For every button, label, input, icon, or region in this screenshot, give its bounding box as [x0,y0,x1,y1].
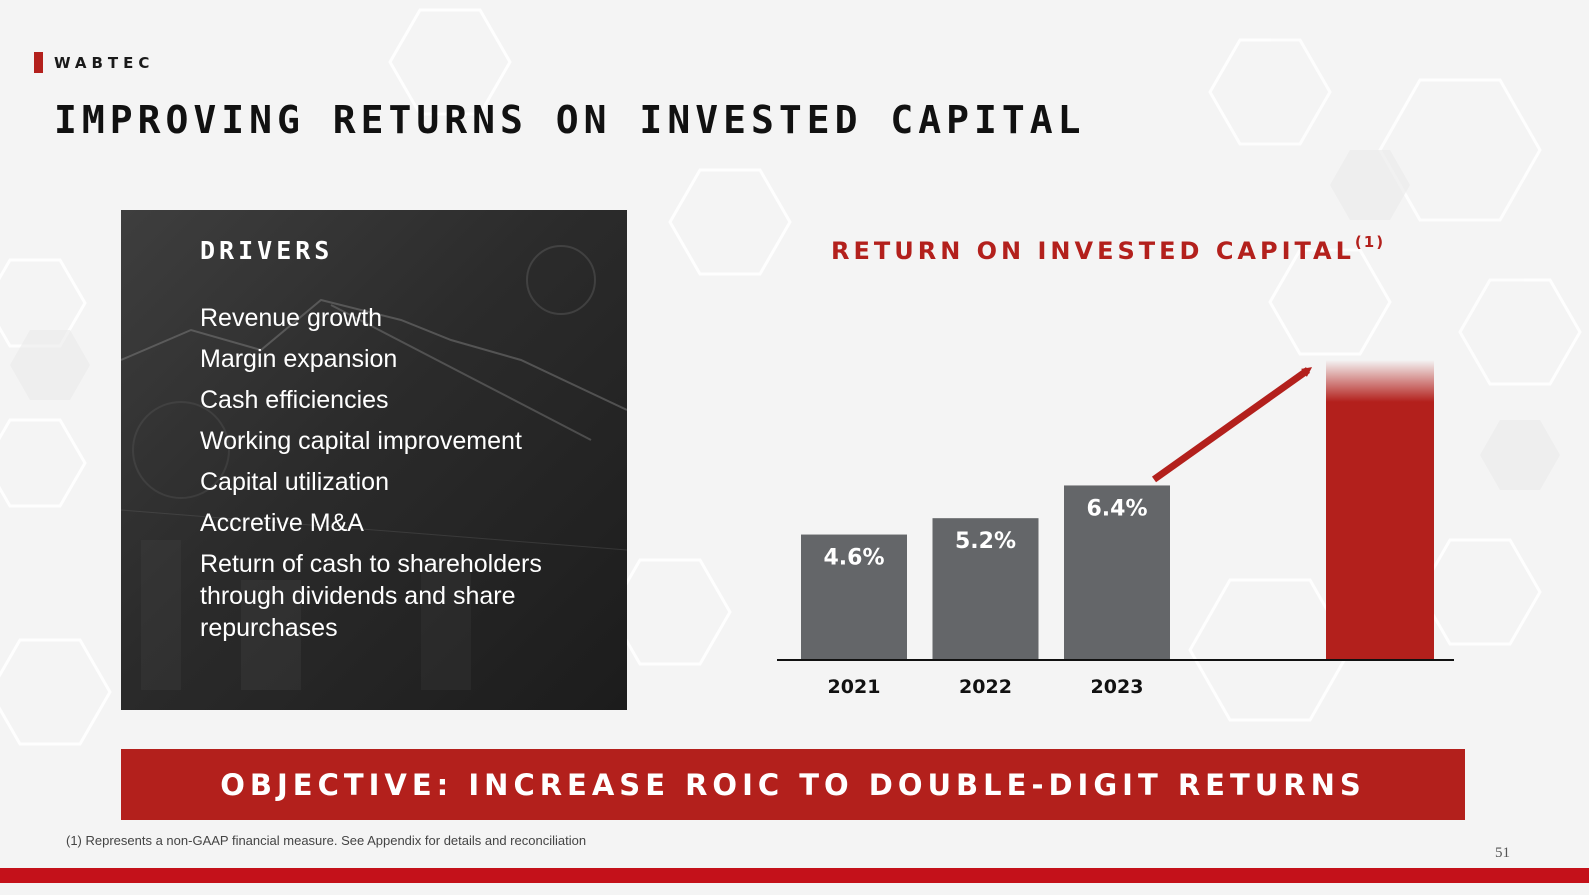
drivers-list: Revenue growth Margin expansion Cash eff… [200,302,600,653]
category-label: 2022 [959,676,1012,698]
driver-item: Capital utilization [200,468,389,496]
bottom-stripe [0,868,1589,883]
driver-item: Return of cash to shareholders through d… [200,550,542,642]
chart-title-footnote-marker: (1) [1354,233,1386,251]
bar-2021 [801,534,907,660]
page-number: 51 [1495,845,1510,861]
trend-arrow [1151,367,1313,483]
driver-item: Cash efficiencies [200,386,389,414]
bar-value-label: 4.6% [823,546,884,571]
driver-item: Working capital improvement [200,427,522,455]
brand-mark [34,52,43,73]
bar-2023 [1064,485,1170,660]
bar-value-label: 6.4% [1086,496,1147,521]
drivers-panel: DRIVERS Revenue growth Margin expansion … [121,210,627,710]
category-label: 2021 [828,676,881,698]
driver-item: Accretive M&A [200,509,364,537]
brand-logo: WABTEC [34,52,154,73]
target-bar [1326,360,1434,660]
footnote: (1) Represents a non-GAAP financial meas… [66,833,587,848]
chart-title: RETURN ON INVESTED CAPITAL(1) [831,233,1385,265]
bar-value-label: 5.2% [955,529,1016,554]
roic-bar-chart: 4.6% 2021 5.2% 2022 6.4% 2023 [777,360,1454,698]
objective-banner: OBJECTIVE: INCREASE ROIC TO DOUBLE-DIGIT… [121,749,1465,820]
objective-text: OBJECTIVE: INCREASE ROIC TO DOUBLE-DIGIT… [220,767,1366,802]
category-label: 2023 [1091,676,1144,698]
page-title: IMPROVING RETURNS ON INVESTED CAPITAL [54,98,1086,142]
drivers-heading: DRIVERS [200,236,334,265]
bar-2022 [932,518,1039,660]
driver-item: Margin expansion [200,345,398,373]
driver-item: Revenue growth [200,304,383,332]
panel-background-graphic [121,245,627,690]
brand-name: WABTEC [54,53,155,72]
chart-title-text: RETURN ON INVESTED CAPITAL [831,237,1355,265]
